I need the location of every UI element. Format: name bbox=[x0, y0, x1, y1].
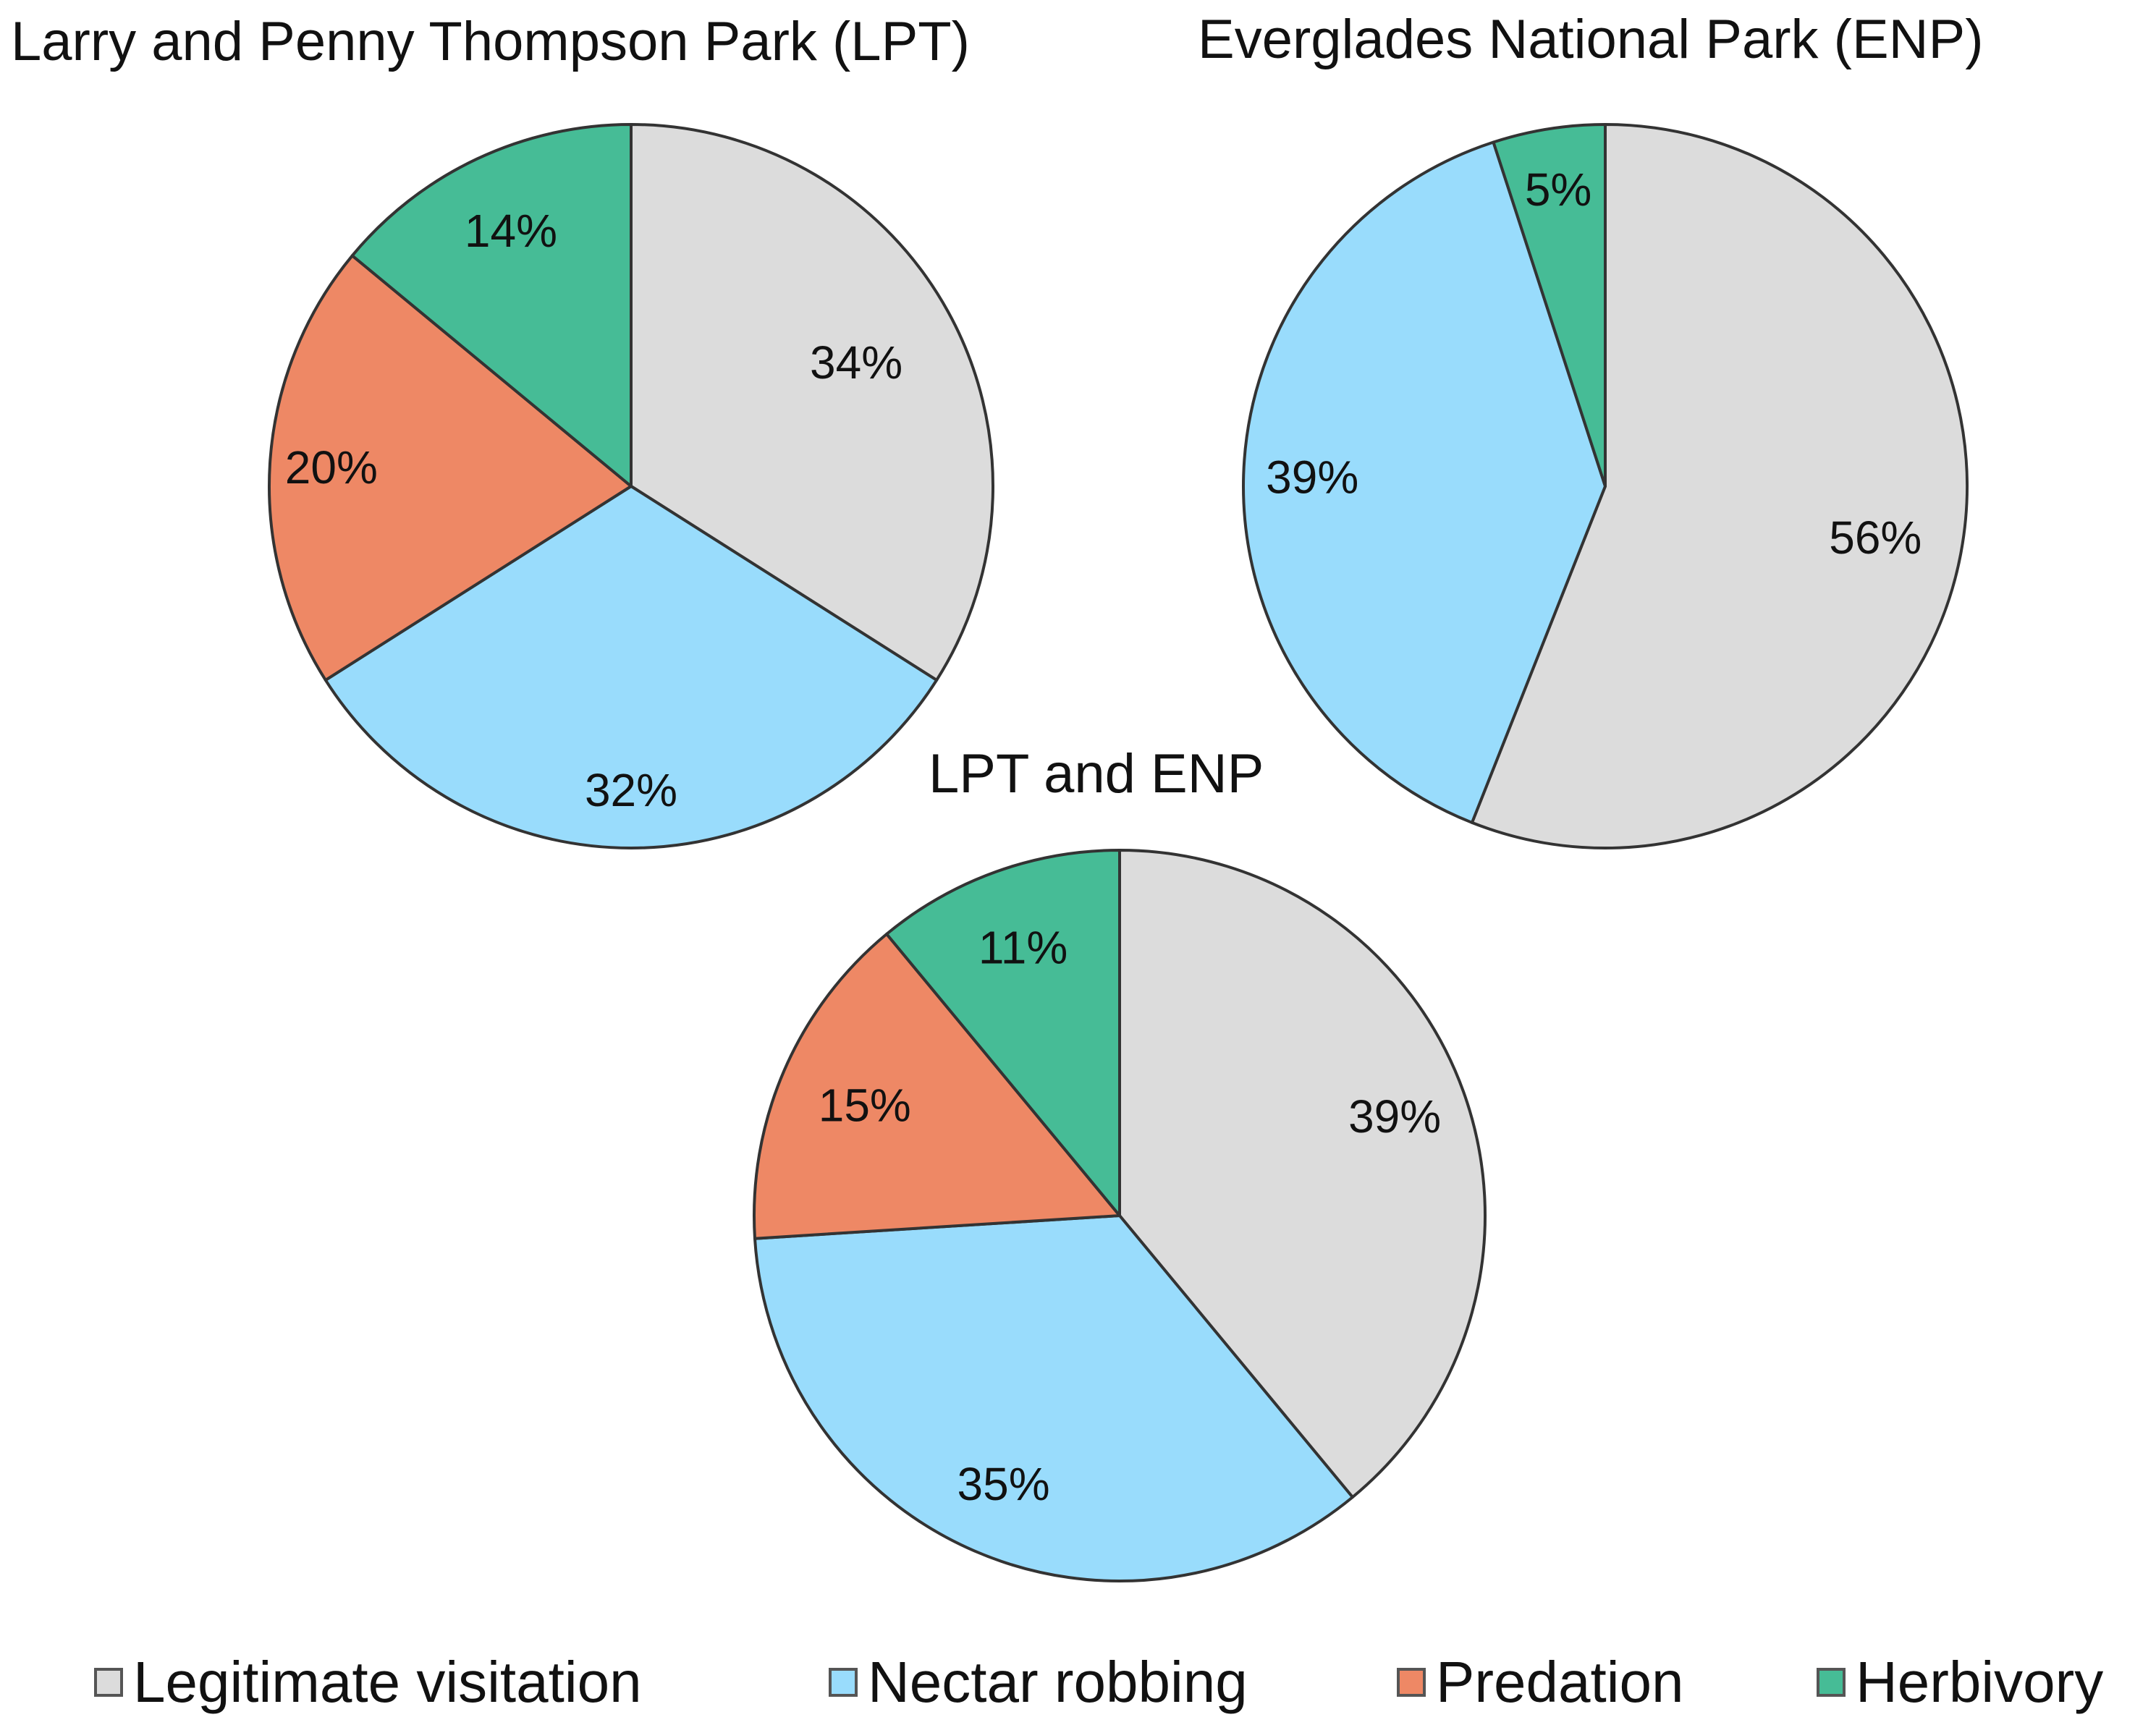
pie-slice-nectar-robbing bbox=[1242, 140, 1607, 824]
legend-label: Herbivory bbox=[1856, 1650, 2104, 1714]
slice-label: 5% bbox=[1525, 164, 1592, 216]
pie-slice-nectar-robbing bbox=[324, 485, 939, 849]
legend-label: Predation bbox=[1436, 1650, 1684, 1714]
legend-label: Legitimate visitation bbox=[133, 1650, 642, 1714]
slice-label: 39% bbox=[1348, 1090, 1441, 1143]
slice-label: 35% bbox=[957, 1458, 1050, 1510]
legend-item-nectar-robbing: Nectar robbing bbox=[829, 1646, 1248, 1718]
pie-slice-legitimate-visitation bbox=[630, 123, 994, 682]
pie-slice-predation bbox=[268, 254, 633, 682]
pie-slice-legitimate-visitation bbox=[1118, 849, 1487, 1499]
pie-chart-2: Everglades National Park (ENP) 56% 39% 5% bbox=[1198, 9, 1984, 849]
slice-label: 32% bbox=[585, 764, 677, 816]
chart-title: Everglades National Park (ENP) bbox=[1198, 9, 1984, 70]
slice-label: 34% bbox=[810, 336, 902, 389]
slice-label: 11% bbox=[978, 921, 1068, 973]
legend-swatch-predation bbox=[1397, 1668, 1426, 1697]
pie-slice-herbivory bbox=[1492, 123, 1607, 488]
legend-item-legitimate-visitation: Legitimate visitation bbox=[94, 1646, 642, 1718]
legend-item-predation: Predation bbox=[1397, 1646, 1683, 1718]
legend-item-herbivory: Herbivory bbox=[1817, 1646, 2103, 1718]
slice-label: 39% bbox=[1266, 451, 1358, 503]
pie-slice-herbivory bbox=[885, 849, 1121, 1217]
chart-title: LPT and ENP bbox=[929, 743, 1264, 805]
chart-title: Larry and Penny Thompson Park (LPT) bbox=[11, 11, 970, 72]
slice-label: 15% bbox=[819, 1080, 911, 1132]
legend-swatch-legitimate-visitation bbox=[94, 1668, 123, 1697]
pie-chart-1: Larry and Penny Thompson Park (LPT) 34% 32… bbox=[11, 11, 994, 849]
pie-chart-3: LPT and ENP 39% 35% 15% 11% bbox=[753, 743, 1487, 1582]
slice-label: 14% bbox=[465, 205, 557, 257]
slice-label: 56% bbox=[1829, 512, 1922, 564]
pie-slice-legitimate-visitation bbox=[1470, 123, 1969, 849]
legend-swatch-herbivory bbox=[1817, 1668, 1846, 1697]
legend-swatch-nectar-robbing bbox=[829, 1668, 858, 1697]
legend-label: Nectar robbing bbox=[868, 1650, 1248, 1714]
slice-label: 20% bbox=[285, 441, 378, 493]
pie-slice-nectar-robbing bbox=[753, 1214, 1354, 1582]
pie-slice-herbivory bbox=[350, 123, 633, 488]
legend: Legitimate visitation Nectar robbing Pre… bbox=[94, 1646, 2142, 1718]
pie-slice-predation bbox=[753, 932, 1121, 1240]
